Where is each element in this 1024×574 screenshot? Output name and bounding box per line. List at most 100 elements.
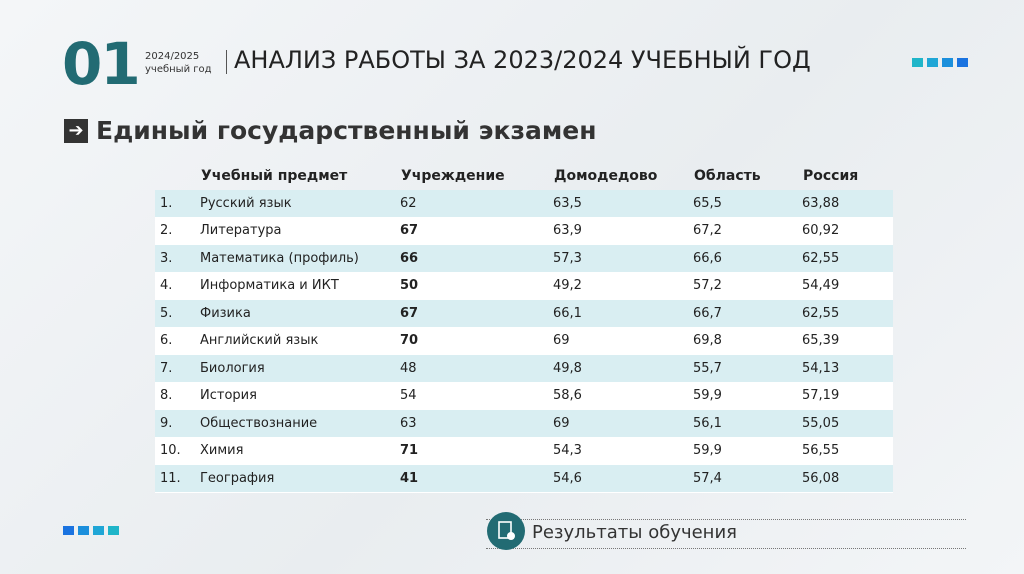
- table-row: 9. Обществознание 63 69 56,1 55,05: [155, 409, 893, 438]
- table-cell: 62: [400, 190, 553, 218]
- table-cell: 5.: [155, 299, 200, 328]
- table-cell: Русский язык: [200, 190, 400, 218]
- table-cell: 54,13: [802, 354, 893, 383]
- table-cell: 63,5: [553, 190, 693, 218]
- table-cell: 54,49: [802, 272, 893, 300]
- section: ➔ Единый государственный экзамен: [64, 116, 597, 145]
- decor-squares: [63, 526, 119, 535]
- footer-label: Результаты обучения: [532, 522, 737, 543]
- table-cell: Английский язык: [200, 327, 400, 355]
- table-cell: 63,9: [553, 217, 693, 245]
- table-row: 5. Физика 67 66,1 66,7 62,55: [155, 299, 893, 328]
- divider: [226, 50, 227, 74]
- table-cell: 56,08: [802, 464, 893, 493]
- table-cell: Химия: [200, 437, 400, 465]
- table-cell: 1.: [155, 190, 200, 218]
- footer-icon: [487, 512, 525, 550]
- table-cell: 3.: [155, 244, 200, 273]
- table-cell: 63: [400, 409, 553, 438]
- table-cell: 57,3: [553, 244, 693, 273]
- table-row: 10. Химия 71 54,3 59,9 56,55: [155, 437, 893, 465]
- table-cell: Физика: [200, 299, 400, 328]
- table-cell: 54,6: [553, 464, 693, 493]
- table-row: 11. География 41 54,6 57,4 56,08: [155, 464, 893, 493]
- table-cell: Литература: [200, 217, 400, 245]
- year: 2024/2025: [145, 51, 200, 62]
- table-cell: 56,55: [802, 437, 893, 465]
- table-cell: 41: [400, 464, 553, 493]
- slide-number: 01: [62, 30, 141, 98]
- table-cell: 50: [400, 272, 553, 300]
- table-cell: 69: [553, 409, 693, 438]
- column-header: Область: [694, 168, 761, 184]
- table-cell: 7.: [155, 354, 200, 383]
- table-cell: 66,1: [553, 299, 693, 328]
- table-cell: 66: [400, 244, 553, 273]
- table-cell: 49,8: [553, 354, 693, 383]
- table-cell: 57,4: [693, 464, 802, 493]
- table-cell: 59,9: [693, 437, 802, 465]
- title: АНАЛИЗ РАБОТЫ ЗА 2023/2024 УЧЕБНЫЙ ГОД: [234, 46, 811, 74]
- table-cell: 62,55: [802, 244, 893, 273]
- column-header: Учреждение: [401, 168, 505, 184]
- table-cell: 66,6: [693, 244, 802, 273]
- header-row: Учебный предмет Учреждение Домодедово Облас…: [155, 162, 893, 190]
- table-cell: География: [200, 464, 400, 493]
- table-cell: 71: [400, 437, 553, 465]
- table-cell: Математика (профиль): [200, 244, 400, 273]
- table-cell: 10.: [155, 437, 200, 465]
- table-cell: 8.: [155, 382, 200, 410]
- table-cell: 56,1: [693, 409, 802, 438]
- table-cell: 2.: [155, 217, 200, 245]
- section-title: Единый государственный экзамен: [96, 116, 597, 145]
- table-cell: 57,19: [802, 382, 893, 410]
- table-row: 6. Английский язык 70 69 69,8 65,39: [155, 327, 893, 355]
- table-cell: 57,2: [693, 272, 802, 300]
- table-row: 4. Информатика и ИКТ 50 49,2 57,2 54,49: [155, 272, 893, 300]
- table-cell: История: [200, 382, 400, 410]
- table-cell: 60,92: [802, 217, 893, 245]
- table-cell: Информатика и ИКТ: [200, 272, 400, 300]
- table-cell: 48: [400, 354, 553, 383]
- table-cell: 59,9: [693, 382, 802, 410]
- table-cell: 54: [400, 382, 553, 410]
- table-row: 1. Русский язык 62 63,5 65,5 63,88: [155, 190, 893, 218]
- table-cell: 65,5: [693, 190, 802, 218]
- decor-squares: [912, 58, 968, 67]
- results-table: Учебный предмет Учреждение Домодедово Облас…: [155, 162, 893, 493]
- year-block: 2024/2025 учебный год: [145, 50, 212, 76]
- table-cell: 63,88: [802, 190, 893, 218]
- table-cell: 49,2: [553, 272, 693, 300]
- table-cell: 54,3: [553, 437, 693, 465]
- table-cell: 58,6: [553, 382, 693, 410]
- table-cell: 65,39: [802, 327, 893, 355]
- table-row: 7. Биология 48 49,8 55,7 54,13: [155, 354, 893, 383]
- table-cell: 55,7: [693, 354, 802, 383]
- table-cell: 55,05: [802, 409, 893, 438]
- column-header: Россия: [803, 168, 859, 184]
- table-row: 2. Литература 67 63,9 67,2 60,92: [155, 217, 893, 245]
- year-caption: учебный год: [145, 64, 212, 75]
- column-header: Домодедово: [554, 168, 658, 184]
- table-cell: 67: [400, 299, 553, 328]
- column-header: Учебный предмет: [201, 168, 348, 184]
- table-cell: 62,55: [802, 299, 893, 328]
- table-cell: Биология: [200, 354, 400, 383]
- table-row: 8. История 54 58,6 59,9 57,19: [155, 382, 893, 410]
- table-cell: 66,7: [693, 299, 802, 328]
- table-cell: 6.: [155, 327, 200, 355]
- table-cell: 4.: [155, 272, 200, 300]
- footer-lines: [486, 519, 966, 549]
- arrow-icon: ➔: [64, 118, 88, 143]
- table-cell: Обществознание: [200, 409, 400, 438]
- table-cell: 67,2: [693, 217, 802, 245]
- table-cell: 69,8: [693, 327, 802, 355]
- table-cell: 70: [400, 327, 553, 355]
- table-cell: 69: [553, 327, 693, 355]
- table-cell: 11.: [155, 464, 200, 493]
- table-cell: 67: [400, 217, 553, 245]
- icon-glyph: [498, 521, 515, 540]
- table-cell: 9.: [155, 409, 200, 438]
- table-row: 3. Математика (профиль) 66 57,3 66,6 62,55: [155, 244, 893, 273]
